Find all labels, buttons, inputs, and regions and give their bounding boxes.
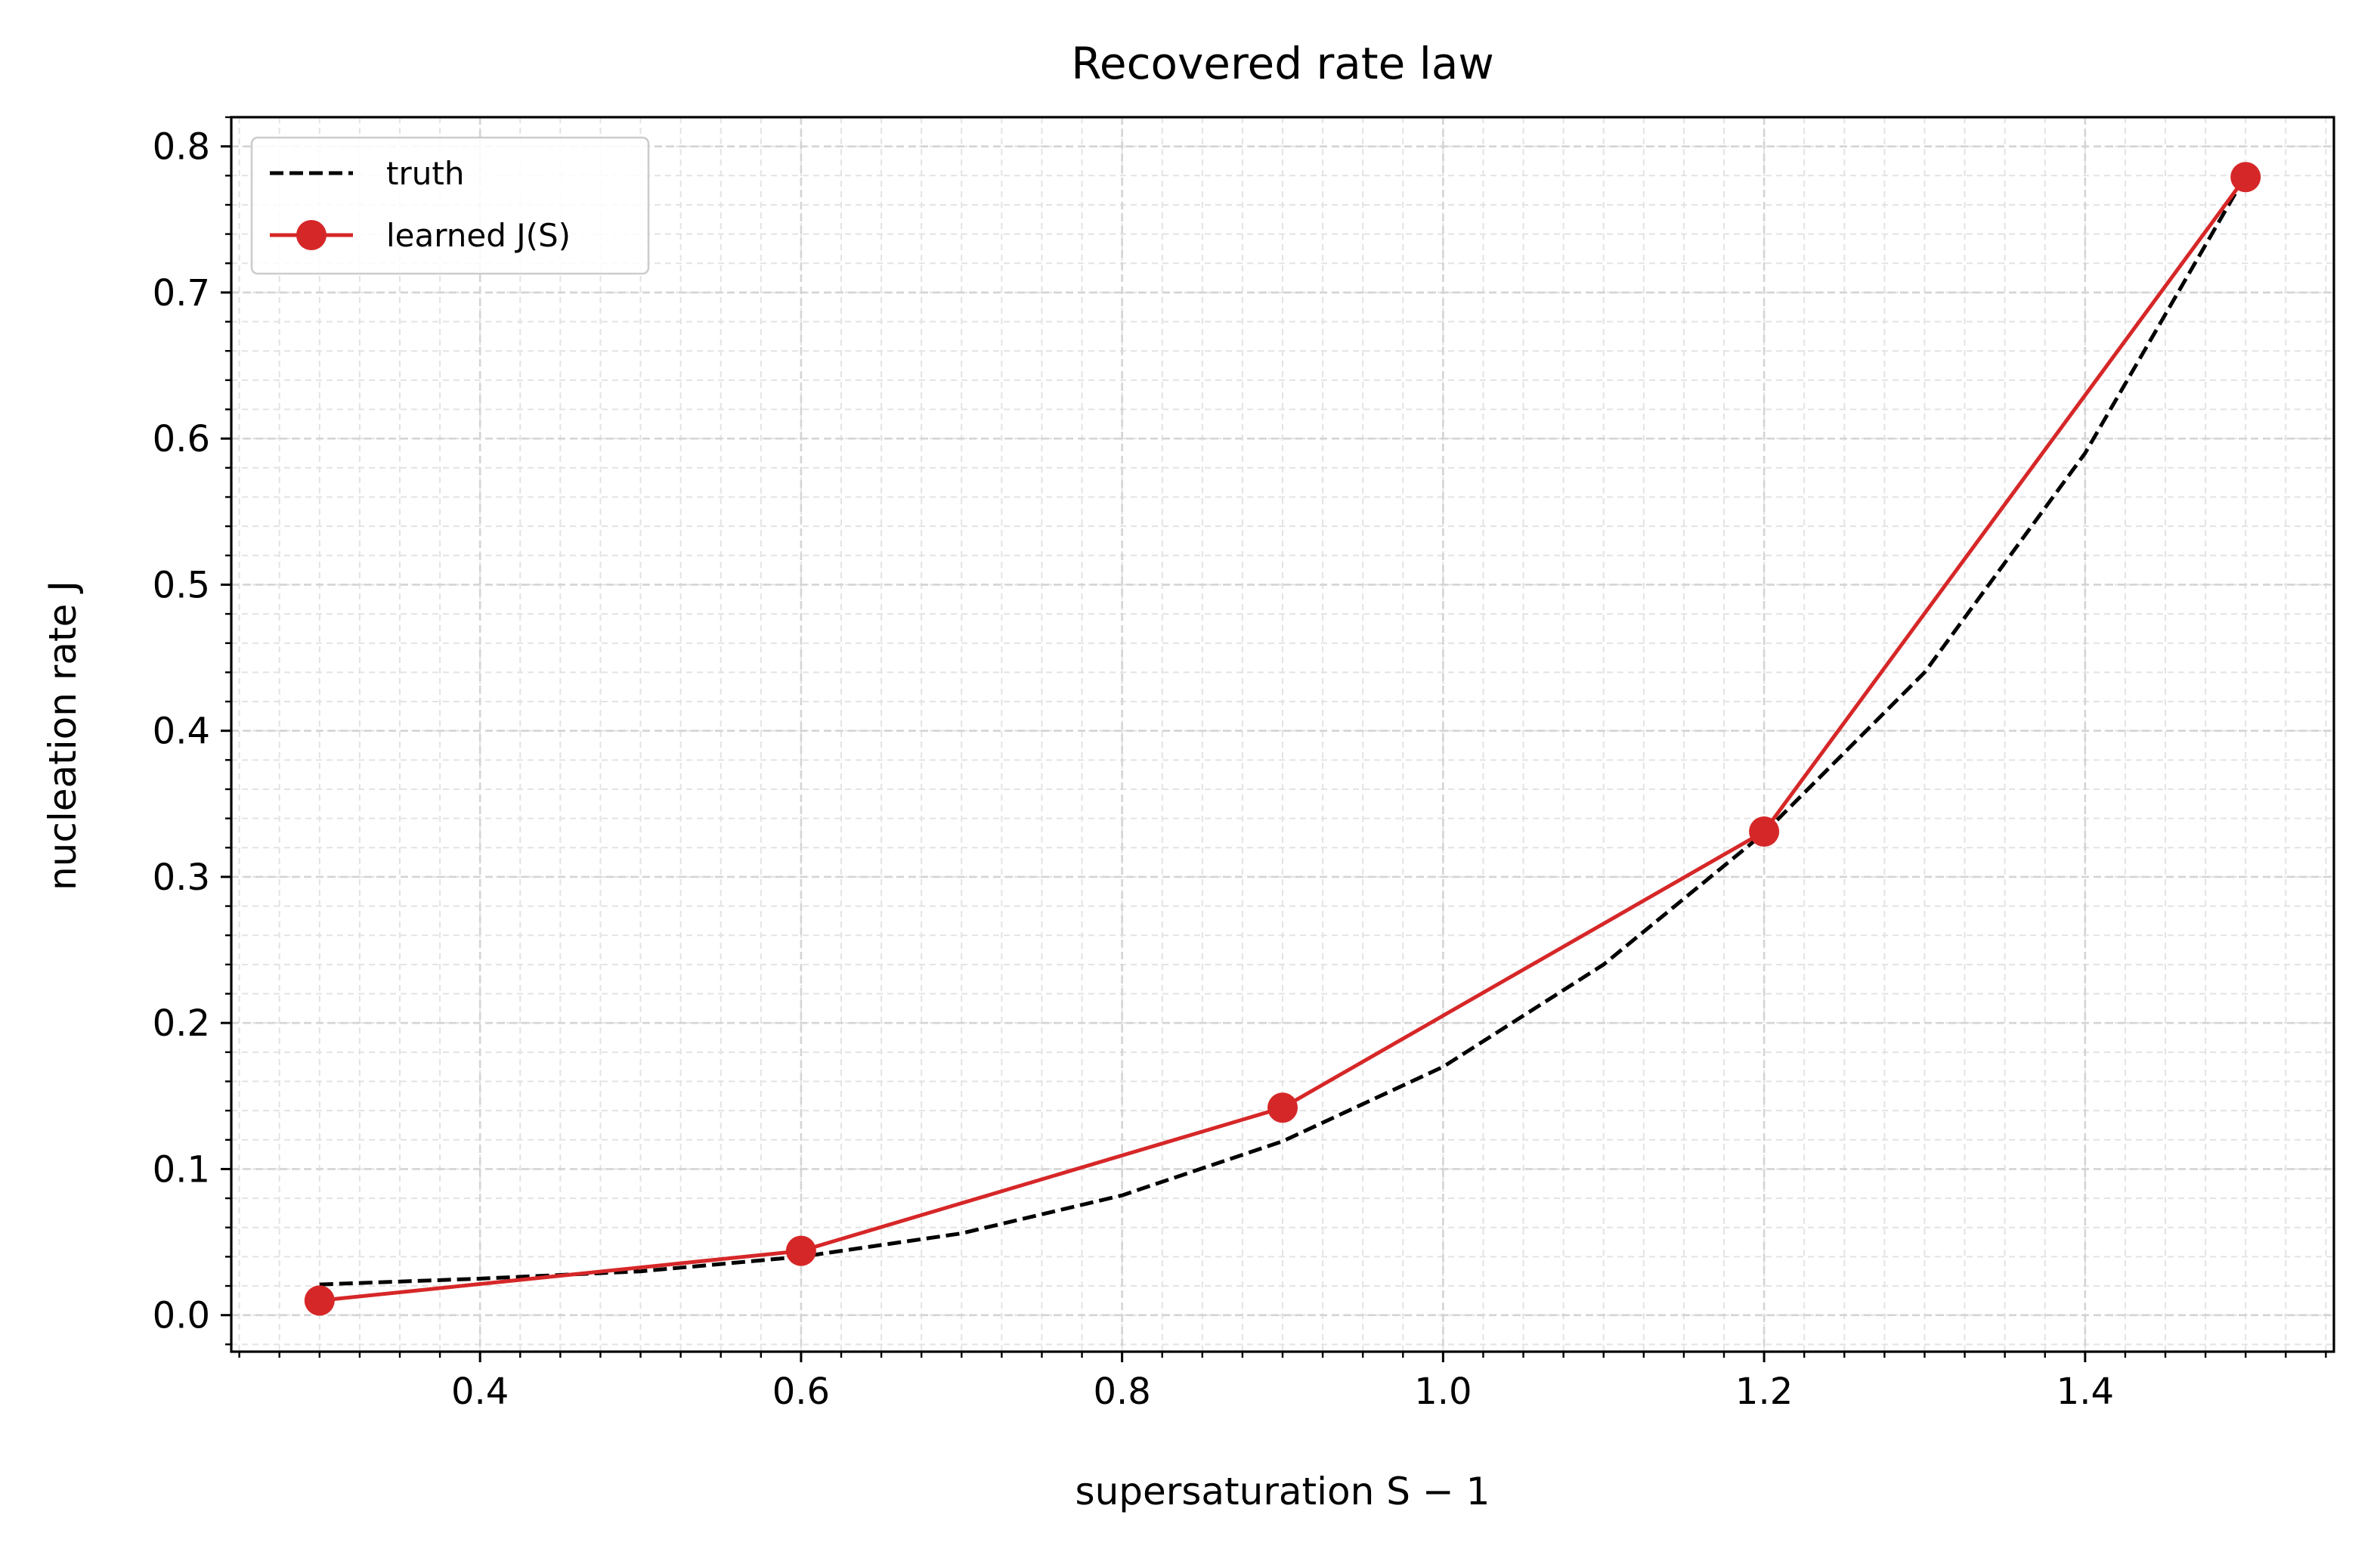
chart-title: Recovered rate law [1071, 38, 1494, 89]
x-tick-label: 0.8 [1093, 1371, 1150, 1413]
legend-label: learned J(S) [386, 217, 571, 254]
x-tick-label: 1.0 [1414, 1371, 1472, 1413]
y-tick-label: 0.7 [153, 272, 210, 314]
series-point-1 [2230, 162, 2261, 193]
axes: 0.4 0.6 0.8 1.0 1.2 1.4 0.0 0.1 0.2 0.3 0.4 0.5 0.6 0… [153, 116, 2327, 1413]
series-line-0 [319, 175, 2248, 1287]
series-point-1 [1267, 1092, 1298, 1123]
x-tick-label: 1.2 [1735, 1371, 1793, 1413]
y-tick-label: 0.3 [153, 857, 210, 899]
legend: truth learned J(S) [250, 136, 650, 275]
x-tick-label: 0.6 [772, 1371, 830, 1413]
y-tick-label: 0.1 [153, 1148, 210, 1191]
y-tick-label: 0.8 [153, 126, 210, 169]
series-point-1 [1749, 816, 1780, 847]
y-tick-label: 0.4 [153, 711, 210, 753]
x-tick-label: 0.4 [451, 1371, 509, 1413]
y-tick-label: 0.0 [153, 1295, 210, 1337]
legend-label: truth [386, 155, 464, 192]
legend-swatch-marker [296, 220, 327, 250]
series-point-1 [785, 1235, 816, 1266]
y-tick-label: 0.6 [153, 418, 210, 460]
series-point-1 [304, 1285, 335, 1316]
y-tick-label: 0.2 [153, 1002, 210, 1045]
y-axis-label: nucleation rate J [41, 581, 85, 891]
x-axis-label: supersaturation S − 1 [1075, 1470, 1490, 1513]
plot-series [304, 162, 2261, 1316]
y-tick-label: 0.5 [153, 564, 210, 606]
x-tick-label: 1.4 [2057, 1371, 2114, 1413]
